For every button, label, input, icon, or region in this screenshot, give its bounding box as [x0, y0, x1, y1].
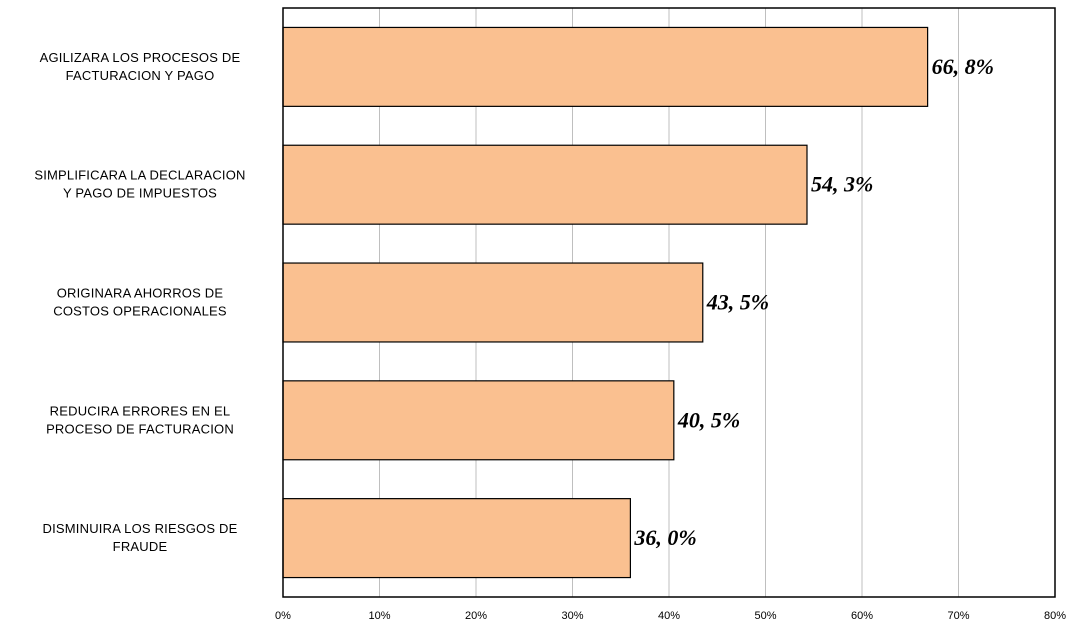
category-label: ORIGINARA AHORROS DE COSTOS OPERACIONALES — [53, 286, 227, 319]
data-label: 54, 3% — [811, 172, 873, 197]
data-label: 36, 0% — [633, 525, 696, 550]
category-label: AGILIZARA LOS PROCESOS DE FACTURACION Y P… — [40, 50, 241, 83]
bar — [282, 26, 929, 107]
x-tick-label: 0% — [275, 610, 291, 622]
data-label: 43, 5% — [706, 290, 769, 315]
x-tick-label: 80% — [1044, 610, 1066, 622]
plot-frame — [282, 7, 1056, 598]
x-tick-label: 60% — [851, 610, 873, 622]
category-label: SIMPLIFICARA LA DECLARACION Y PAGO DE IMP… — [34, 168, 245, 201]
x-tick-label: 40% — [658, 610, 680, 622]
x-tick-label: 50% — [754, 610, 776, 622]
bar — [282, 144, 808, 225]
category-label: DISMINUIRA LOS RIESGOS DE FRAUDE — [43, 521, 238, 554]
category-labels: AGILIZARA LOS PROCESOS DE FACTURACION Y P… — [34, 50, 245, 554]
x-axis-tick-labels: 0% 10% 20% 30% 40% 50% 60% 70% 80% — [275, 610, 1066, 622]
x-tick-label: 10% — [368, 610, 390, 622]
x-tick-label: 20% — [465, 610, 487, 622]
x-tick-label: 30% — [561, 610, 583, 622]
data-label: 66, 8% — [932, 54, 994, 79]
bars — [282, 26, 929, 579]
data-labels: 66, 8% 54, 3% 43, 5% 40, 5% 36, 0% — [633, 54, 994, 550]
bar — [282, 262, 704, 343]
bar — [282, 498, 631, 579]
x-tick-label: 70% — [947, 610, 969, 622]
data-label: 40, 5% — [677, 407, 740, 432]
category-label: REDUCIRA ERRORES EN EL PROCESO DE FACTURA… — [46, 403, 234, 436]
bar — [282, 380, 675, 461]
